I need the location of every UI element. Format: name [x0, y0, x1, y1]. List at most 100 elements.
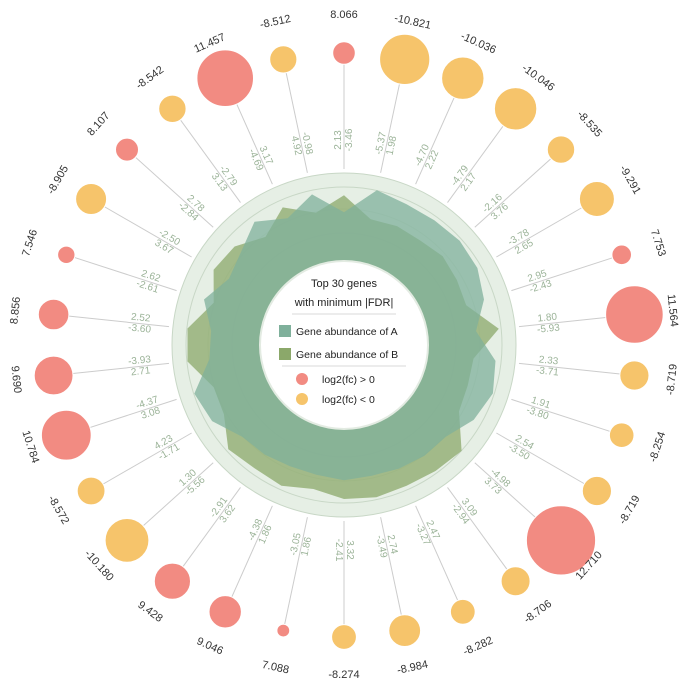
legend-swatch	[279, 325, 291, 337]
abundance-a-label: -0.98	[299, 131, 315, 156]
fold-change-label: 10.784	[19, 429, 41, 465]
abundance-pair: 1.80-5.93	[537, 312, 561, 336]
abundance-pair: 2.47-3.27	[413, 519, 442, 548]
fold-change-label: -10.046	[519, 62, 556, 94]
legend-label: log2(fc) > 0	[322, 374, 375, 386]
gene-bubble	[578, 181, 615, 217]
gene-bubble	[611, 244, 633, 266]
fold-change-label: -8.254	[647, 430, 668, 463]
abundance-a-label: 3.32	[344, 540, 355, 560]
spoke-line	[171, 487, 241, 582]
gene-bubble	[546, 135, 576, 164]
gene-bubble	[379, 33, 431, 86]
gene-bubble	[104, 518, 150, 563]
legend-label: Gene abundance of B	[296, 349, 398, 361]
spoke-line	[282, 59, 308, 173]
spokes	[53, 53, 635, 637]
abundance-pair: -4.381.86	[246, 517, 275, 546]
fold-change-label: -8.706	[522, 598, 554, 626]
gene-bubble	[76, 476, 106, 506]
abundance-pair: 2.54-3.50	[506, 433, 536, 463]
abundance-pair: 2.62-2.61	[135, 268, 162, 296]
abundance-b-label: 1.98	[385, 135, 400, 157]
spoke-line	[90, 198, 192, 258]
gene-bubble	[33, 355, 74, 396]
gene-bubble	[332, 41, 356, 65]
band-ring	[185, 186, 503, 504]
abundance-pair: 2.52-3.60	[128, 312, 152, 336]
gene-bubble	[40, 409, 92, 461]
abundance-b-label: -5.93	[537, 322, 561, 335]
gene-bubble	[37, 298, 70, 331]
spoke-line	[496, 432, 598, 492]
gene-bubble	[276, 623, 291, 638]
spoke-line	[66, 254, 177, 292]
gene-bubble	[608, 422, 635, 449]
center-title-line-2: with minimum |FDR|	[294, 297, 394, 309]
abundance-pair: 4.23-1.71	[153, 433, 183, 463]
abundance-b-label: 4.92	[289, 135, 304, 157]
abundance-a-label: -5.37	[373, 131, 389, 156]
fold-change-label: 8.107	[85, 110, 112, 138]
gene-bubble	[75, 183, 108, 215]
fold-change-label: -8.274	[328, 669, 359, 681]
spoke-line	[171, 108, 241, 203]
spoke-line	[53, 314, 170, 328]
gene-bubble	[269, 45, 298, 74]
gene-bubble	[331, 624, 357, 650]
legend-label: Gene abundance of A	[296, 326, 398, 338]
abundance-pair: 3.09-2.94	[449, 496, 479, 526]
fold-change-label: 8.856	[8, 296, 23, 325]
spoke-line	[282, 517, 308, 631]
gene-bubble	[208, 595, 242, 629]
gene-bubble	[153, 562, 191, 600]
abundance-pair: 2.33-3.71	[535, 354, 559, 378]
center-panel: Top 30 genes with minimum |FDR| Gene abund…	[259, 260, 429, 430]
abundance-pair: -4.792.17	[449, 163, 479, 193]
gene-bubble	[388, 614, 422, 647]
fold-change-label: -10.821	[393, 12, 432, 31]
spoke-line	[126, 149, 214, 228]
abundance-a-label: 2.33	[538, 354, 559, 367]
fold-change-label: -10.036	[459, 30, 498, 56]
fold-change-label: -8.719	[617, 493, 643, 526]
fold-change-label: -8.282	[461, 635, 494, 659]
legend-swatch	[279, 348, 291, 360]
gene-bubble	[57, 245, 76, 265]
spoke-line	[90, 432, 192, 492]
abundance-pair: -5.371.98	[373, 131, 400, 157]
abundance-pair: -2.913.62	[208, 495, 238, 525]
spoke-line	[511, 254, 622, 292]
abundance-pair: 2.74-3.49	[373, 534, 400, 560]
spoke-line	[380, 517, 406, 631]
abundance-a-label: 2.52	[130, 312, 151, 325]
abundance-b-label: -3.49	[373, 534, 389, 559]
abundance-b-label: -2.41	[333, 539, 344, 562]
fold-change-label: -8.535	[574, 109, 604, 140]
abundance-pair: -4.983.73	[482, 466, 513, 497]
fold-change-bubbles	[33, 33, 664, 650]
abundance-a-label: -3.93	[128, 354, 152, 367]
gene-bubble	[115, 137, 139, 162]
abundance-pair: -2.793.13	[209, 164, 239, 194]
abundance-b-label: -3.46	[344, 128, 355, 151]
fold-change-label: 7.753	[648, 228, 668, 258]
fold-change-label: 7.546	[20, 228, 40, 258]
fold-change-label: -8.542	[134, 64, 166, 92]
abundance-a-label: 2.74	[385, 534, 400, 556]
abundance-pair: 2.78-2.84	[176, 193, 207, 224]
spoke-line	[224, 505, 273, 613]
legend-label: log2(fc) < 0	[322, 394, 375, 406]
abundance-pair: -2.503.67	[153, 227, 183, 257]
abundance-pair: 2.13 -3.46	[333, 128, 355, 151]
legend-swatch	[296, 373, 308, 385]
legend-swatch	[296, 393, 308, 405]
fold-change-label: 9.690	[8, 365, 23, 394]
fold-change-label: -8.719	[665, 363, 680, 395]
abundance-pair: -2.163.76	[480, 192, 511, 223]
abundance-pair: 1.30-5.56	[177, 467, 208, 498]
gene-bubble	[449, 598, 476, 625]
spoke-line	[447, 487, 517, 582]
fold-change-label: 9.428	[135, 599, 164, 625]
abundance-a-label: -3.05	[288, 532, 304, 557]
